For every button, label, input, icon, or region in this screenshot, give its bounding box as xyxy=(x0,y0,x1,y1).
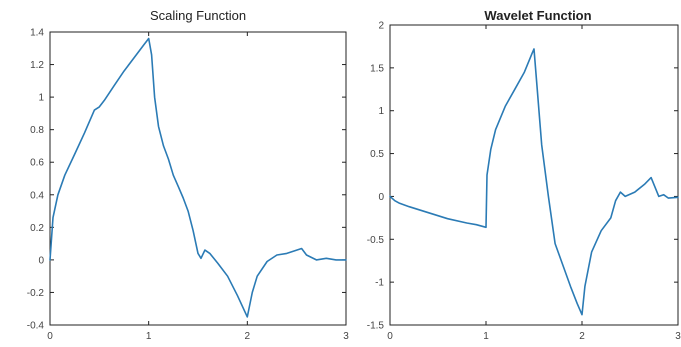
wavelet-function-xtick-label: 1 xyxy=(483,331,489,342)
scaling-function-title: Scaling Function xyxy=(150,8,246,23)
wavelet-function-ytick-label: 1.5 xyxy=(370,63,384,74)
scaling-function-ytick-label: 1.4 xyxy=(30,28,44,39)
wavelet-function-line xyxy=(389,48,679,316)
scaling-function-ytick-label: -0.4 xyxy=(27,321,45,332)
scaling-function-ytick-label: 0.2 xyxy=(30,223,44,234)
scaling-function-ytick-label: 0 xyxy=(38,255,44,266)
wavelet-function-xtick-label: 0 xyxy=(387,331,393,342)
scaling-function-xtick-label: 3 xyxy=(343,331,349,342)
scaling-function-xtick-label: 0 xyxy=(47,331,53,342)
wavelet-function-axes-box xyxy=(389,24,679,326)
wavelet-function-ytick-label: 0.5 xyxy=(370,149,384,160)
wavelet-function-ytick-label: 0 xyxy=(378,192,384,203)
wavelet-function-ytick-label: -1 xyxy=(375,278,384,289)
wavelet-function-ytick-label: 1 xyxy=(378,106,384,117)
scaling-function-axes xyxy=(49,31,347,326)
wavelet-function-ytick-label: 2 xyxy=(378,21,384,32)
scaling-function-ytick-label: 1 xyxy=(38,93,44,104)
scaling-function-ytick-label: 0.8 xyxy=(30,125,44,136)
scaling-function-xtick-label: 1 xyxy=(146,331,152,342)
scaling-function-ticks: -0.4 -0.2 0 0.2 0.4 0.6 0.8 1 1.2 1.4 0 1 2 3 xyxy=(27,28,349,343)
scaling-function-xtick-label: 2 xyxy=(245,331,251,342)
wavelet-function-axes xyxy=(389,24,679,326)
wavelet-function-ticks: -1.5 -1 -0.5 0 0.5 1 1.5 2 0 1 2 3 xyxy=(367,21,681,343)
scaling-function-ytick-label: 1.2 xyxy=(30,60,44,71)
wavelet-function-chart: Wavelet Function -1.5 -1 -0.5 0 0.5 1 1.5 2 0 1 2 3 xyxy=(367,8,681,342)
scaling-function-ytick-label: -0.2 xyxy=(27,288,45,299)
wavelet-function-ytick-label: -1.5 xyxy=(367,321,385,332)
scaling-function-chart: Scaling Function -0.4 -0.2 0 0.2 0.4 0.6 0.8 1 1… xyxy=(27,8,349,342)
wavelet-function-title: Wavelet Function xyxy=(484,8,591,23)
wavelet-function-ytick-label: -0.5 xyxy=(367,235,385,246)
wavelet-function-xtick-label: 2 xyxy=(579,331,585,342)
scaling-function-ytick-label: 0.4 xyxy=(30,190,44,201)
wavelet-function-xtick-label: 3 xyxy=(675,331,681,342)
scaling-function-axes-box xyxy=(49,31,347,326)
scaling-function-ytick-label: 0.6 xyxy=(30,158,44,169)
scaling-function-line xyxy=(49,37,347,318)
